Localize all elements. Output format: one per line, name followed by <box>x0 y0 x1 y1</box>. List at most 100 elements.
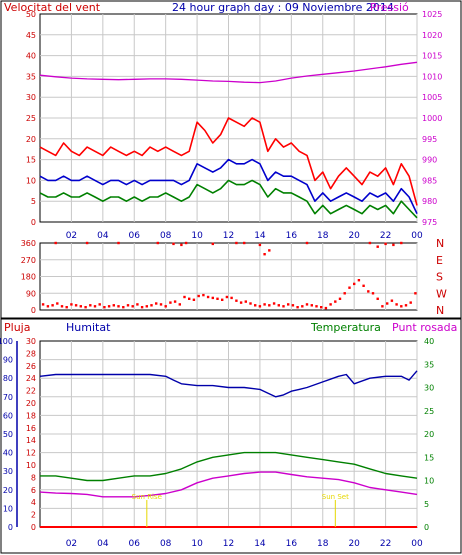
pressure-y-tick-label: 985 <box>422 176 437 185</box>
humidity-y-tick-label: 40 <box>3 449 13 458</box>
direction-point <box>126 304 130 307</box>
direction-point <box>404 304 408 307</box>
direction-point <box>268 304 271 307</box>
direction-point <box>291 304 295 307</box>
wind-x-tick-label: 20 <box>348 231 360 241</box>
direction-point <box>305 303 309 306</box>
temperature-y-tick-label: 30 <box>424 384 434 393</box>
temperature-y-tick-label: 20 <box>424 430 434 439</box>
direction-points <box>41 241 417 310</box>
wind-y-tick-label: 30 <box>26 93 36 102</box>
direction-point <box>184 241 188 245</box>
direction-point <box>46 305 50 308</box>
direction-point <box>324 306 328 310</box>
direction-point <box>117 241 120 245</box>
wind-x-tick-label: 08 <box>160 231 172 241</box>
temperature-y-tick-label: 0 <box>424 523 429 532</box>
bottom-panel-frame <box>0 318 462 554</box>
rain-y-tick-label: 16 <box>26 424 36 433</box>
pressure-y-tick-label: 995 <box>422 135 437 144</box>
rain-y-tick-label: 4 <box>31 498 36 507</box>
temp-x-tick-label: 04 <box>97 539 109 549</box>
rain-y-tick-label: 2 <box>31 511 36 520</box>
direction-point <box>84 306 87 309</box>
cardinal-label: N <box>436 304 444 317</box>
wind-x-tick-label: 10 <box>191 231 203 241</box>
direction-point <box>244 300 247 303</box>
rain-y-tick-label: 14 <box>26 436 36 445</box>
wind-gridlines <box>40 14 418 222</box>
wind-y-tick-label: 5 <box>31 197 36 206</box>
pressure-y-tick-label: 990 <box>422 156 437 165</box>
direction-gridlines <box>40 243 418 310</box>
wind-y-tick-label: 25 <box>26 114 36 123</box>
direction-point <box>164 305 167 308</box>
direction-point <box>381 305 384 308</box>
direction-point <box>395 303 398 306</box>
rain-y-tick-label: 0 <box>31 523 36 532</box>
pressure-y-tick-label: 1020 <box>422 31 442 40</box>
cardinal-label: N <box>436 237 444 250</box>
pressure-y-axis: 975 980 985 990 995 1000 1005 1010 1015 1020 1025 <box>422 10 442 227</box>
rain-y-tick-label: 26 <box>26 362 36 371</box>
temperature-y-tick-label: 15 <box>424 453 434 462</box>
direction-point <box>230 296 233 300</box>
wind-y-tick-label: 35 <box>26 72 36 81</box>
pressure-y-tick-label: 1000 <box>422 114 442 123</box>
humidity-y-tick-label: 50 <box>3 430 13 439</box>
temp-series <box>39 370 418 528</box>
direction-point <box>202 293 205 297</box>
direction-point <box>178 303 181 306</box>
direction-point <box>243 241 246 245</box>
direction-point <box>235 299 238 302</box>
humidity-y-tick-label: 0 <box>8 523 13 532</box>
wind-series-minimum <box>39 179 418 219</box>
direction-point <box>107 305 111 308</box>
rain-y-tick-label: 20 <box>26 399 36 408</box>
direction-point <box>54 241 57 245</box>
direction-point <box>225 295 229 299</box>
direction-point <box>367 290 370 293</box>
rain-y-tick-label: 22 <box>26 387 36 396</box>
wind-series-pressure <box>39 61 418 84</box>
temp-x-tick-label: 08 <box>160 539 172 549</box>
direction-point <box>368 241 372 245</box>
direction-point <box>89 304 92 307</box>
temp-gridlines <box>40 341 418 527</box>
rain-y-tick-label: 6 <box>31 486 36 495</box>
direction-point <box>329 303 332 306</box>
direction-point <box>287 303 290 306</box>
direction-y-tick-label: 0 <box>31 306 36 315</box>
wind-x-tick-label: 02 <box>66 231 77 241</box>
direction-point <box>362 284 365 287</box>
direction-point <box>249 302 252 305</box>
direction-point <box>258 243 262 247</box>
direction-point <box>376 297 379 300</box>
direction-point <box>112 304 115 307</box>
sun-annotation-label: Sun Set <box>322 493 349 501</box>
temp-x-tick-label: 10 <box>191 539 203 549</box>
direction-point <box>263 253 266 256</box>
pressure-y-tick-label: 1025 <box>422 10 442 19</box>
direction-y-tick-label: 270 <box>21 256 36 265</box>
direction-point <box>334 300 337 303</box>
humidity-y-tick-label: 80 <box>3 374 13 383</box>
rain-y-tick-label: 18 <box>26 411 36 420</box>
rain-y-tick-label: 24 <box>26 374 36 383</box>
top-panel-frame <box>0 0 462 319</box>
direction-point <box>235 241 238 245</box>
direction-point <box>221 298 224 301</box>
direction-point <box>305 241 309 245</box>
wind-x-tick-label: 18 <box>317 231 329 241</box>
direction-point <box>180 243 183 247</box>
rain-y-tick-label: 10 <box>26 461 36 470</box>
cardinal-label: W <box>436 287 447 300</box>
direction-point <box>140 306 144 309</box>
wind-x-tick-label: 00 <box>411 231 423 241</box>
temp-x-tick-label: 02 <box>66 539 77 549</box>
pressure-y-tick-label: 1010 <box>422 72 442 81</box>
direction-point <box>277 304 280 307</box>
